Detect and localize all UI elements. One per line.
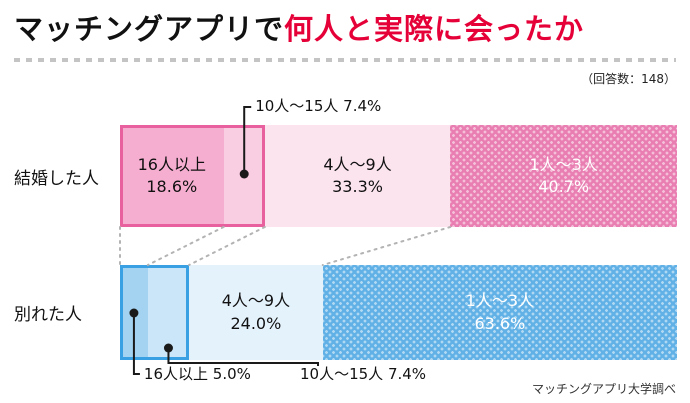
bar-segment-row0-3: [264, 125, 451, 227]
segment-category: 1人〜3人: [529, 154, 598, 174]
callout-label-top: 10人〜15人 7.4%: [255, 97, 382, 115]
row-label-separated: 別れた人: [14, 305, 82, 325]
segment-label-row1-4: 1人〜3人 63.6%: [323, 265, 677, 360]
segment-label-row0-1: 16人以上 18.6%: [120, 125, 224, 227]
highlight-outline-row1: [120, 265, 190, 360]
bar-segment-row1-3: [189, 265, 323, 360]
segment-label-row0-3: 4人〜9人 33.3%: [265, 125, 450, 227]
title-part-black: マッチングアプリで: [14, 12, 285, 46]
bar-segment-row0-4: [450, 125, 677, 227]
dotted-divider: [14, 58, 676, 62]
segment-category: 4人〜9人: [221, 291, 291, 311]
segment-percentage: 33.3%: [332, 177, 383, 196]
segment-percentage: 40.7%: [538, 177, 590, 196]
title-part-red: 何人と実際に会ったか: [284, 12, 585, 46]
connector-dotted-line: [321, 226, 452, 266]
segment-category: 1人〜3人: [465, 291, 535, 311]
connector-dotted-line: [188, 226, 266, 266]
segment-percentage: 18.6%: [146, 177, 198, 196]
callout-label-bottom-2: 10人〜15人 7.4%: [300, 365, 427, 383]
segment-category: 16人以上: [137, 154, 206, 174]
bar-segment-row1-4: [322, 265, 677, 360]
segment-percentage: 24.0%: [230, 313, 282, 333]
response-count: （回答数：148）: [581, 72, 676, 86]
bar-segment-row0-1: [120, 125, 224, 227]
segment-label-row1-3: 4人〜9人 24.0%: [189, 265, 323, 360]
source-credit: マッチングアプリ大学調べ: [531, 382, 676, 396]
connector-dotted-line: [146, 226, 225, 266]
highlight-outline-row0: [120, 125, 265, 227]
segment-label-row0-4: 1人〜3人 40.7%: [450, 125, 677, 227]
page-title: マッチングアプリで何人と実際に会ったか: [14, 6, 584, 48]
row-label-married: 結婚した人: [14, 168, 99, 189]
segment-category: 4人〜9人: [323, 154, 392, 174]
callout-label-bottom-1: 16人以上 5.0%: [143, 365, 251, 383]
segment-percentage: 63.6%: [474, 313, 526, 333]
